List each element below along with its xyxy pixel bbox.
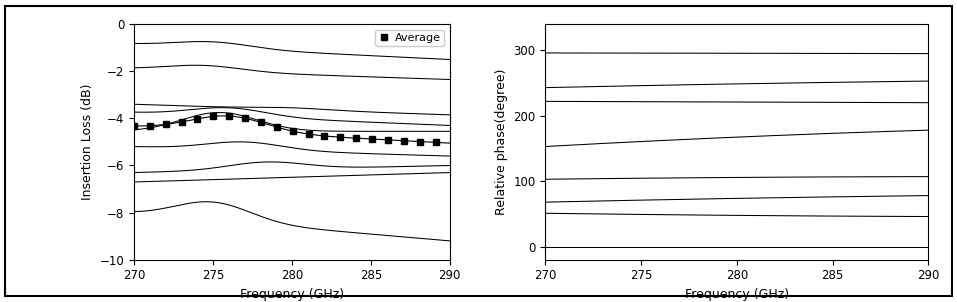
Average	[350, 137, 362, 140]
Average	[128, 124, 140, 128]
Average	[302, 132, 314, 136]
Line: Average: Average	[131, 113, 438, 145]
Average	[271, 125, 282, 129]
Average	[319, 134, 330, 138]
Average	[176, 120, 188, 124]
Average	[145, 124, 156, 127]
Average	[256, 120, 267, 124]
X-axis label: Frequency (GHz): Frequency (GHz)	[240, 288, 344, 301]
Average	[413, 140, 425, 143]
Average	[160, 123, 171, 126]
Average	[430, 140, 441, 144]
Average	[208, 115, 219, 118]
Average	[335, 135, 346, 139]
Legend: Average: Average	[375, 30, 444, 47]
Average	[239, 117, 251, 120]
Average	[367, 137, 378, 141]
Y-axis label: Insertion Loss (dB): Insertion Loss (dB)	[81, 84, 94, 200]
Y-axis label: Relative phase(degree): Relative phase(degree)	[495, 69, 508, 215]
X-axis label: Frequency (GHz): Frequency (GHz)	[685, 288, 789, 301]
Average	[191, 117, 203, 121]
Average	[382, 138, 393, 142]
Average	[287, 129, 299, 133]
Average	[398, 139, 410, 143]
Average	[223, 114, 234, 118]
